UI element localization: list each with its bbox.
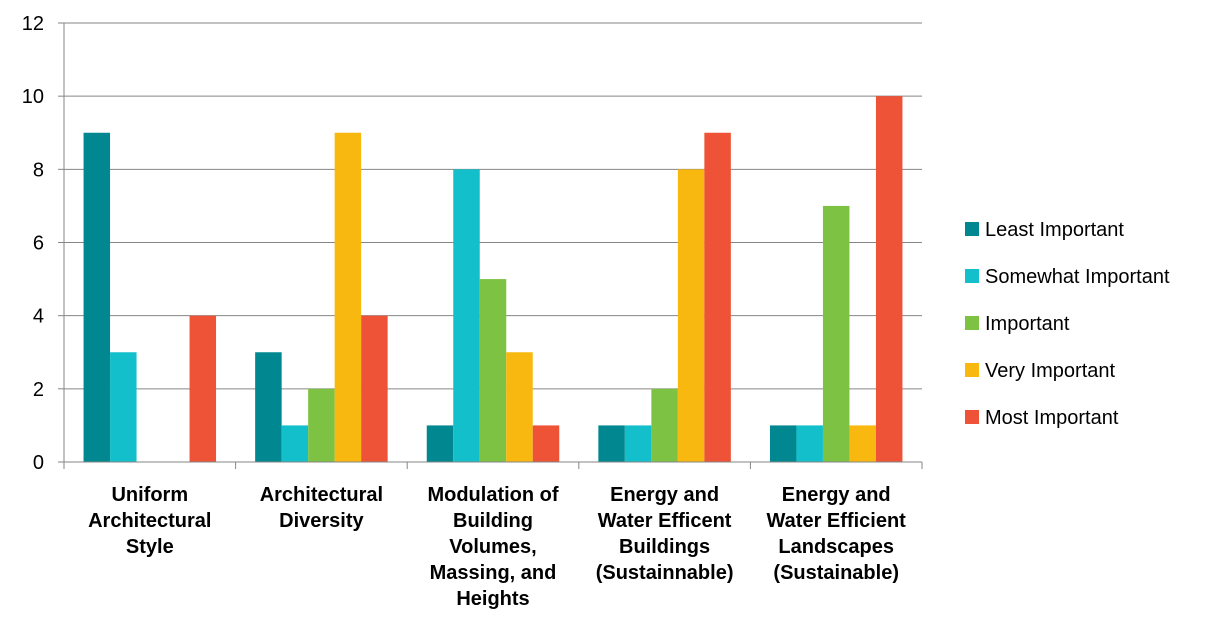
bar-somewhat-important-cat-0: [110, 352, 137, 462]
axes: [58, 22, 923, 469]
y-axis-tick-labels: 0 2 4 6 8 10 12: [22, 13, 44, 474]
legend-label-least-important: Least Important: [985, 219, 1124, 241]
category-label-2-line-1: Building: [453, 510, 533, 532]
bar-least-important-cat-3: [598, 425, 625, 462]
bar-somewhat-important-cat-2: [453, 169, 480, 463]
bar-least-important-cat-2: [426, 425, 454, 462]
bar-somewhat-important-cat-1: [281, 425, 309, 462]
category-label-4-line-3: (Sustainable): [773, 562, 899, 584]
bar-least-important-cat-0: [83, 132, 111, 462]
bar-very-important-cat-2: [506, 352, 533, 462]
bar-very-important-cat-4: [849, 425, 876, 462]
legend-swatch-very-important: [965, 363, 979, 377]
y-tick-label-8: 8: [33, 159, 44, 181]
legend: Least Important Somewhat Important Importa…: [965, 219, 1170, 429]
bar-important-cat-2: [479, 279, 507, 462]
legend-swatch-somewhat-important: [965, 269, 979, 283]
legend-swatch-most-important: [965, 410, 979, 424]
legend-swatch-important: [965, 316, 979, 330]
bar-most-important-cat-0: [189, 315, 217, 462]
bar-least-important-cat-4: [769, 425, 797, 462]
category-label-4-line-1: Water Efficient: [767, 510, 907, 532]
legend-label-very-important: Very Important: [985, 360, 1116, 382]
bar-most-important-cat-3: [704, 132, 731, 462]
category-label-0-line-2: Style: [126, 536, 174, 558]
bar-important-cat-4: [822, 205, 850, 462]
y-tick-label-10: 10: [22, 86, 44, 108]
y-tick-label-4: 4: [33, 306, 44, 328]
category-label-2-line-3: Massing, and: [430, 562, 557, 584]
bar-very-important-cat-3: [677, 169, 705, 463]
y-tick-label-2: 2: [33, 379, 44, 401]
category-label-2-line-0: Modulation of: [427, 484, 558, 506]
x-axis-category-labels: Uniform Architectural Style Architectural Di…: [88, 484, 906, 610]
bar-most-important-cat-4: [875, 96, 903, 463]
y-tick-label-12: 12: [22, 13, 44, 35]
bar-most-important-cat-2: [532, 425, 560, 462]
category-label-3-line-0: Energy and: [610, 484, 719, 506]
bar-very-important-cat-1: [334, 132, 362, 462]
category-label-0-line-1: Architectural: [88, 510, 211, 532]
bar-least-important-cat-1: [255, 352, 282, 462]
category-label-2-line-2: Volumes,: [449, 536, 536, 558]
category-label-3-line-3: (Sustainnable): [596, 562, 734, 584]
category-label-2-line-4: Heights: [456, 588, 529, 610]
legend-label-somewhat-important: Somewhat Important: [985, 266, 1170, 288]
y-tick-label-6: 6: [33, 233, 44, 255]
bar-important-cat-1: [308, 388, 335, 462]
category-label-4-line-0: Energy and: [782, 484, 891, 506]
category-label-4-line-2: Landscapes: [778, 536, 894, 558]
legend-swatch-least-important: [965, 222, 979, 236]
bar-important-cat-3: [651, 388, 678, 462]
category-label-3-line-2: Buildings: [619, 536, 710, 558]
category-label-0-line-0: Uniform: [111, 484, 188, 506]
bar-somewhat-important-cat-4: [796, 425, 823, 462]
bar-somewhat-important-cat-3: [624, 425, 652, 462]
category-label-1-line-0: Architectural: [260, 484, 383, 506]
category-label-3-line-1: Water Efficent: [598, 510, 732, 532]
category-label-1-line-1: Diversity: [279, 510, 364, 532]
y-tick-label-0: 0: [33, 452, 44, 474]
bar-most-important-cat-1: [361, 315, 388, 462]
legend-label-most-important: Most Important: [985, 407, 1119, 429]
bars: [83, 96, 903, 463]
legend-label-important: Important: [985, 313, 1070, 335]
